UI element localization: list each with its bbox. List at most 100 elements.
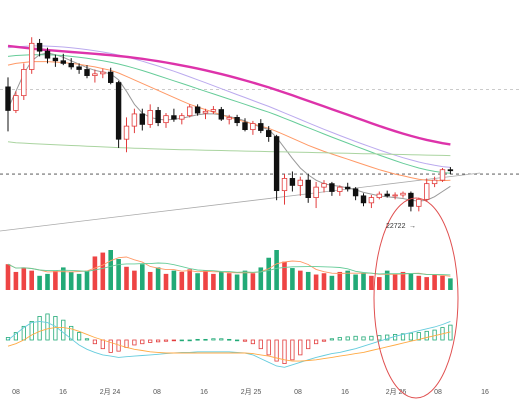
candle-body — [392, 194, 398, 197]
volume-bar — [353, 274, 358, 290]
macd-histogram-bar — [400, 333, 406, 341]
candle-body — [447, 169, 454, 172]
candle-body — [384, 193, 390, 197]
candle-body — [68, 62, 74, 68]
volume-bar — [124, 266, 129, 290]
volume-bar — [384, 270, 390, 290]
x-tick-label: 16 — [200, 389, 208, 396]
macd-histogram-bar — [392, 334, 398, 341]
macd-histogram-bar — [29, 320, 34, 341]
volume-bar — [100, 252, 106, 290]
macd-histogram-bar — [211, 338, 216, 341]
macd-histogram-bar — [77, 332, 82, 341]
candle-body — [289, 178, 296, 186]
candle-body — [163, 115, 169, 124]
volume-bar — [432, 274, 437, 290]
annotation-arrow: → — [409, 223, 416, 230]
candle-body — [344, 186, 351, 190]
macd-histogram-bar — [179, 339, 184, 342]
macd-histogram-bar — [124, 339, 129, 348]
x-tick-label: 2月 25 — [241, 388, 262, 396]
x-tick-label: 08 — [12, 389, 20, 396]
x-tick-label: 16 — [481, 389, 489, 396]
macd-histogram-bar — [140, 339, 145, 345]
candle-body — [297, 179, 303, 186]
macd-histogram-bar — [234, 339, 240, 342]
volume-bar — [416, 275, 422, 290]
volume-bar — [282, 261, 287, 290]
candle-body — [234, 117, 240, 124]
candle-body — [194, 106, 201, 114]
macd-histogram-bar — [155, 339, 161, 343]
candle-body — [13, 95, 19, 111]
macd-histogram-bar — [274, 339, 279, 362]
candle-body — [28, 42, 35, 70]
volume-bar — [179, 271, 185, 290]
moving-average-line — [7, 45, 451, 168]
x-tick-label: 16 — [341, 389, 349, 396]
volume-bar — [242, 270, 248, 290]
candle-body — [5, 86, 11, 111]
volume-bar — [116, 259, 121, 290]
volume-bar — [440, 275, 445, 290]
macd-histogram-bar — [61, 319, 66, 341]
volume-bar — [313, 274, 319, 290]
x-tick-label: 16 — [59, 389, 67, 396]
candle-body — [92, 73, 98, 76]
volume-bar — [392, 274, 398, 290]
volume-bar — [92, 256, 98, 290]
x-tick-label: 08 — [434, 389, 442, 396]
candle-body — [147, 110, 153, 125]
volume-bar — [45, 273, 50, 290]
candle-body — [218, 109, 224, 120]
volume-bar — [266, 257, 271, 290]
candle-body — [139, 113, 145, 125]
macd-histogram-bar — [45, 313, 50, 341]
macd-histogram-bar — [69, 325, 74, 341]
macd-histogram-bar — [424, 330, 429, 341]
time-axis: 08 16 2月 24 08 16 2月 25 08 16 2月 26 08 16 — [12, 388, 489, 396]
candle-body — [76, 66, 82, 70]
volume-bar — [290, 268, 295, 290]
candle-body — [423, 183, 430, 200]
volume-bar — [250, 273, 256, 290]
macd-histogram-bar — [100, 339, 105, 350]
macd-histogram-bar — [227, 338, 232, 341]
candle-body — [273, 136, 280, 192]
candle-body — [431, 179, 438, 185]
macd-line — [7, 327, 451, 362]
macd-histogram-bar — [84, 338, 90, 341]
candle-body — [226, 117, 232, 120]
x-tick-label: 2月 26 — [386, 388, 407, 396]
candle-body — [360, 195, 367, 204]
x-tick-label: 08 — [153, 389, 161, 396]
volume-bar — [321, 273, 327, 290]
macd-histogram-bar — [13, 332, 18, 341]
volume-bar — [21, 267, 27, 290]
volume-bar — [155, 267, 161, 290]
candle-body — [36, 42, 43, 52]
volume-bar — [187, 269, 192, 290]
candle-body — [439, 169, 446, 181]
macd-histogram-bar — [313, 339, 319, 345]
volume-bar — [76, 273, 82, 290]
candle-body — [250, 123, 256, 131]
volume-bar — [345, 270, 350, 290]
candle-body — [100, 71, 106, 75]
volume-bar — [408, 273, 414, 290]
volume-bar — [53, 270, 58, 290]
volume-bar — [37, 275, 42, 290]
candle-body — [131, 113, 138, 127]
macd-histogram-bar — [92, 339, 97, 345]
price-panel — [0, 37, 520, 232]
macd-histogram-bar — [385, 334, 390, 341]
x-tick-label: 2月 24 — [100, 388, 121, 396]
macd-histogram-bar — [148, 339, 153, 343]
volume-bar — [361, 273, 366, 290]
volume-bar — [68, 271, 74, 290]
candle-body — [368, 197, 375, 204]
volume-bar — [61, 267, 66, 290]
volume-bar — [258, 267, 264, 290]
candle-body — [321, 183, 327, 188]
